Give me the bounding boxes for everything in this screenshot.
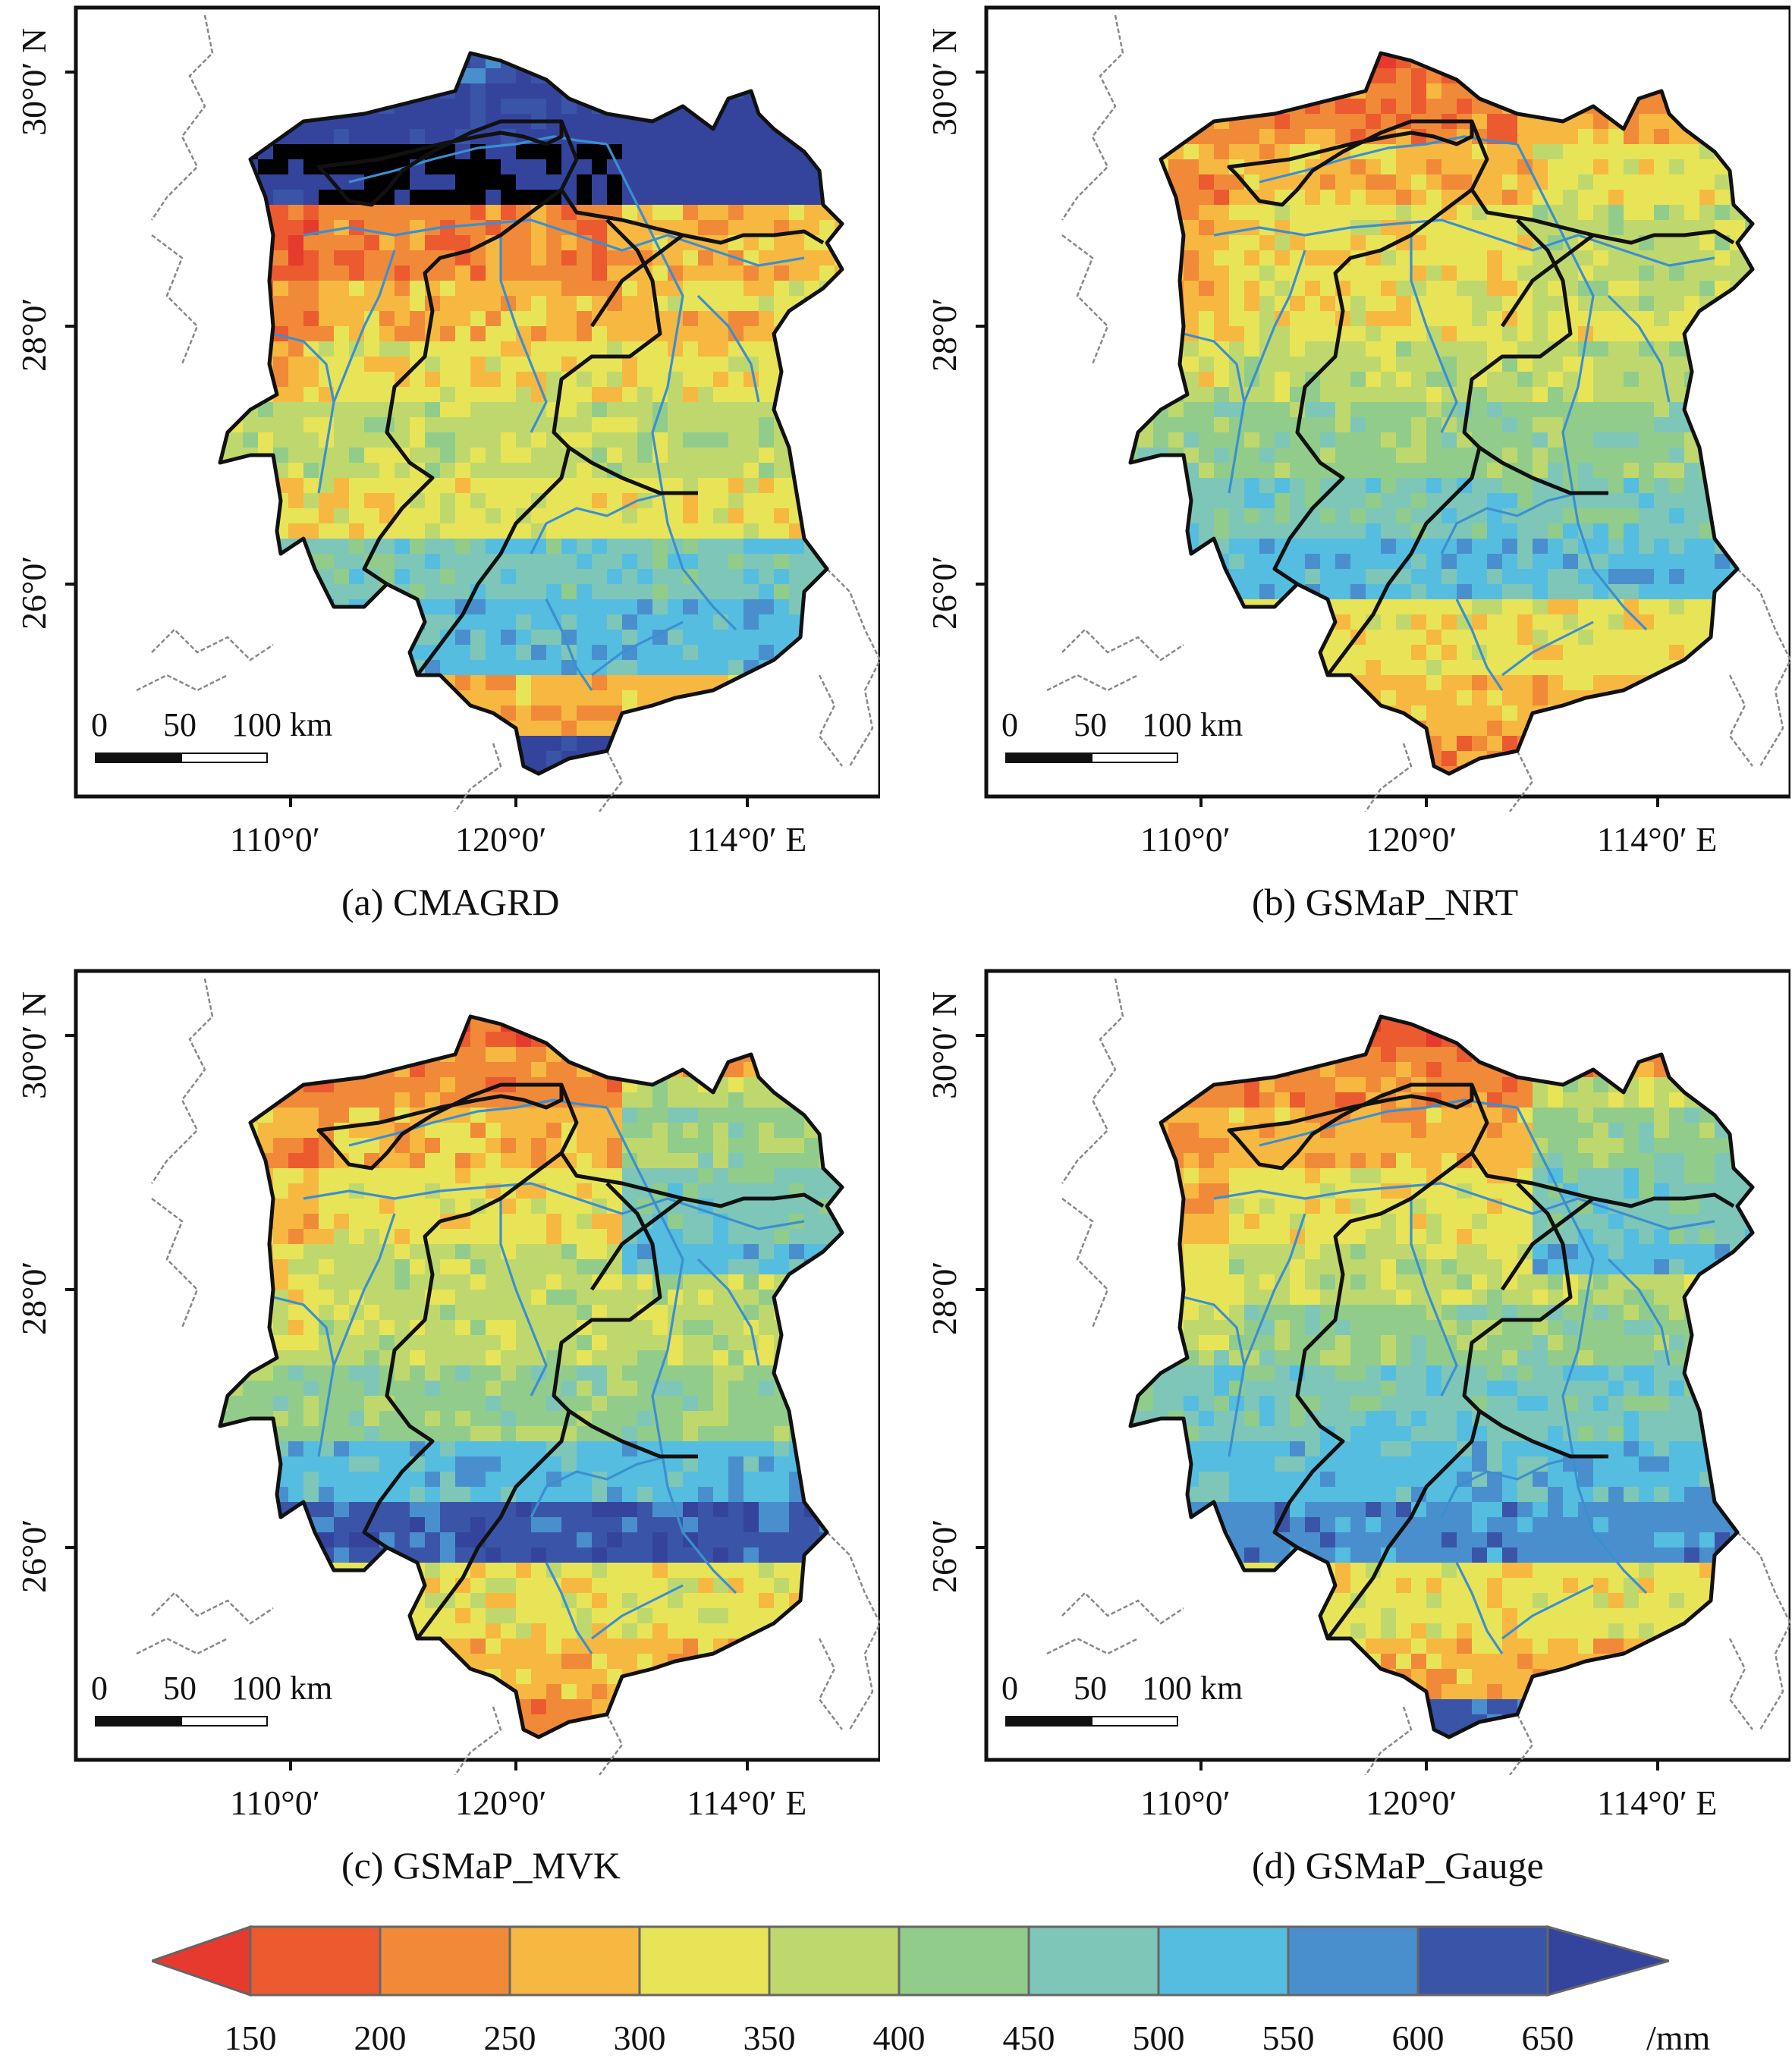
scale-bar-white: [1091, 753, 1178, 763]
legend-tick-label: 650: [1522, 2018, 1574, 2058]
longitude-label: 114°0′ E: [687, 819, 806, 859]
legend-swatch: [1029, 1927, 1159, 1995]
legend-swatch: [640, 1927, 769, 1995]
panel-caption: (b) GSMaP_NRT: [1252, 880, 1518, 924]
scale-label-0: 0: [91, 705, 108, 744]
latitude-label: 30°0′ N: [14, 991, 54, 1099]
legend-tick-label: 250: [484, 2018, 536, 2058]
longitude-label: 110°0′: [1140, 819, 1231, 859]
latitude-label: 28°0′: [924, 1262, 964, 1335]
legend-tick-label: 600: [1392, 2018, 1445, 2058]
scale-label-100: 100 km: [1142, 705, 1243, 744]
precipitation-map-b: [910, 0, 1790, 812]
longitude-label: 120°0′: [1366, 819, 1457, 859]
latitude-label: 26°0′: [14, 1519, 54, 1593]
scale-bar-white: [181, 1716, 268, 1727]
legend-swatch: [250, 1927, 380, 1995]
scale-label-50: 50: [163, 1669, 196, 1708]
latitude-label: 30°0′ N: [14, 28, 54, 136]
legend-tick-label: 150: [225, 2018, 277, 2058]
scale-label-50: 50: [1074, 705, 1107, 744]
longitude-label: 110°0′: [230, 1783, 320, 1823]
legend-tick-label: 350: [744, 2018, 796, 2058]
scale-bar-black: [1005, 1716, 1092, 1727]
legend-arrow-low: [152, 1927, 250, 1995]
latitude-label: 26°0′: [924, 1519, 964, 1593]
scale-label-100: 100 km: [231, 705, 332, 744]
map-panel-a: 30°0′ N 28°0′ 26°0′ 110°0′ 120°0′ 114°0′ E (a)…: [0, 0, 880, 941]
color-legend: [152, 1923, 1669, 1999]
map-panel-c: 30°0′ N 28°0′ 26°0′ 110°0′ 120°0′ 114°0′ E (c)…: [0, 963, 880, 1904]
legend-tick-label: 450: [1003, 2018, 1055, 2058]
latitude-label: 30°0′ N: [924, 991, 964, 1099]
panel-caption: (d) GSMaP_Gauge: [1252, 1843, 1544, 1887]
longitude-label: 120°0′: [1366, 1783, 1457, 1823]
legend-swatch: [510, 1927, 640, 1995]
panel-caption: (a) CMAGRD: [341, 880, 559, 924]
latitude-label: 30°0′ N: [924, 28, 964, 136]
scale-bar-white: [1091, 1716, 1178, 1727]
legend-swatch: [1418, 1927, 1548, 1995]
map-panel-b: 30°0′ N 28°0′ 26°0′ 110°0′ 120°0′ 114°0′ E (b)…: [910, 0, 1790, 941]
scale-bar-black: [95, 1716, 182, 1727]
longitude-label: 114°0′ E: [1597, 819, 1717, 859]
latitude-label: 26°0′: [924, 556, 964, 630]
precipitation-map-c: [0, 963, 880, 1775]
legend-tick-label: 400: [873, 2018, 926, 2058]
map-panel-d: 30°0′ N 28°0′ 26°0′ 110°0′ 120°0′ 114°0′ E (d)…: [910, 963, 1790, 1904]
longitude-label: 114°0′ E: [1597, 1783, 1717, 1823]
longitude-label: 120°0′: [455, 1783, 546, 1823]
scale-bar-white: [181, 753, 268, 763]
legend-unit: /mm: [1646, 2018, 1710, 2058]
scale-label-100: 100 km: [231, 1669, 332, 1708]
legend-swatch: [899, 1927, 1029, 1995]
longitude-label: 114°0′ E: [687, 1783, 806, 1823]
legend-swatch: [769, 1927, 899, 1995]
legend-swatch: [380, 1927, 510, 1995]
latitude-label: 28°0′: [14, 298, 54, 372]
latitude-label: 28°0′: [14, 1262, 54, 1335]
panel-caption: (c) GSMaP_MVK: [341, 1843, 621, 1887]
legend-tick-label: 550: [1262, 2018, 1315, 2058]
scale-label-100: 100 km: [1142, 1669, 1243, 1708]
scale-bar-black: [95, 753, 182, 763]
legend-tick-label: 300: [614, 2018, 666, 2058]
legend-swatch: [1159, 1927, 1288, 1995]
precipitation-map-a: [0, 0, 880, 812]
scale-label-50: 50: [163, 705, 196, 744]
precipitation-map-d: [910, 963, 1790, 1775]
legend-tick-label: 500: [1133, 2018, 1185, 2058]
latitude-label: 28°0′: [924, 298, 964, 372]
longitude-label: 120°0′: [455, 819, 546, 859]
legend-swatch: [1288, 1927, 1418, 1995]
scale-label-0: 0: [1001, 705, 1018, 744]
scale-bar-black: [1005, 753, 1092, 763]
scale-label-0: 0: [91, 1669, 108, 1708]
longitude-label: 110°0′: [1140, 1783, 1231, 1823]
latitude-label: 26°0′: [14, 556, 54, 630]
legend-arrow-high: [1548, 1927, 1669, 1995]
longitude-label: 110°0′: [230, 819, 320, 859]
scale-label-50: 50: [1074, 1669, 1107, 1708]
scale-label-0: 0: [1001, 1669, 1018, 1708]
legend-tick-label: 200: [354, 2018, 407, 2058]
